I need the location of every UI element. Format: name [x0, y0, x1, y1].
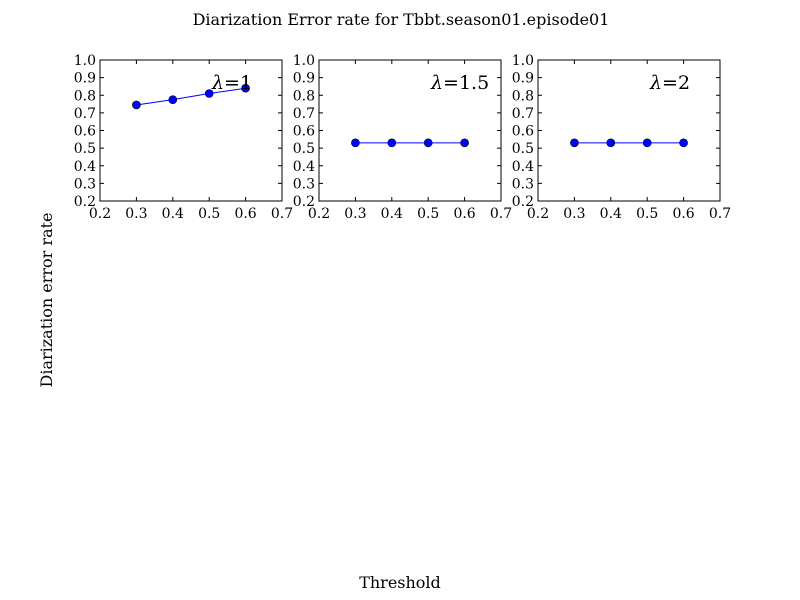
x-tick-label: 0.2: [308, 206, 330, 222]
y-tick-label: 0.8: [293, 88, 315, 104]
subplot-panels: 0.2 0.3 0.4 0.5 0.6 0.70.20.30.40.50.60.70.80…: [74, 53, 731, 222]
y-tick-label: 0.7: [74, 106, 96, 122]
lambda-symbol: λ: [649, 72, 662, 94]
y-tick-label: 0.3: [293, 176, 315, 192]
data-point: [570, 138, 579, 148]
y-tick-label: 0.5: [512, 141, 534, 157]
y-tick-label: 0.2: [74, 194, 96, 210]
x-tick-label: 0.5: [198, 206, 220, 222]
x-tick-label: 0.3: [344, 206, 366, 222]
x-tick-label: 0.4: [600, 206, 622, 222]
data-point: [423, 138, 433, 148]
lambda-annotation: λ=1.5: [430, 72, 489, 94]
data-point: [132, 100, 141, 110]
lambda-value: =2: [662, 72, 690, 94]
lambda-symbol: λ: [211, 72, 224, 94]
x-tick-label: 0.3: [125, 206, 147, 222]
x-tick-label: 0.5: [636, 206, 658, 222]
y-tick-label: 0.7: [512, 106, 534, 122]
x-tick-label: 0.4: [162, 206, 184, 222]
y-tick-label: 0.6: [512, 124, 534, 140]
data-point: [241, 83, 250, 93]
x-tick-label: 0.3: [563, 206, 585, 222]
x-tick-label: 0.7: [709, 206, 731, 222]
figure-title: Diarization Error rate for Tbbt.season01…: [193, 10, 610, 29]
data-point: [642, 138, 652, 148]
y-tick-label: 0.8: [74, 88, 96, 104]
data-point: [387, 138, 397, 148]
y-tick-label: 0.4: [293, 159, 315, 175]
x-tick-label: 0.2: [89, 206, 111, 222]
x-tick-label: 0.5: [417, 206, 439, 222]
subplot-1: 0.2 0.3 0.4 0.5 0.6 0.70.20.30.40.50.60.70.80…: [74, 53, 293, 222]
x-tick-label: 0.2: [527, 206, 549, 222]
x-tick-label: 0.4: [381, 206, 403, 222]
y-tick-label: 0.6: [74, 124, 96, 140]
y-tick-label: 0.9: [74, 71, 96, 87]
series-line: [136, 87, 246, 106]
y-tick-label: 0.2: [512, 194, 534, 210]
y-tick-label: 1.0: [293, 53, 315, 69]
y-tick-label: 0.9: [293, 71, 315, 87]
y-tick-label: 0.6: [293, 124, 315, 140]
lambda-value: =1: [224, 72, 252, 94]
y-tick-label: 0.5: [293, 141, 315, 157]
y-tick-label: 0.7: [293, 106, 315, 122]
y-tick-label: 0.2: [293, 194, 315, 210]
data-point: [351, 138, 360, 148]
x-axis-label: Threshold: [359, 573, 441, 592]
x-tick-label: 0.7: [490, 206, 512, 222]
lambda-annotation: λ=2: [649, 72, 690, 94]
y-tick-label: 0.5: [74, 141, 96, 157]
y-tick-label: 0.8: [512, 88, 534, 104]
data-point: [606, 138, 616, 148]
data-point: [679, 138, 688, 148]
lambda-value: =1.5: [443, 72, 489, 94]
y-tick-label: 0.4: [512, 159, 534, 175]
x-tick-label: 0.6: [234, 206, 256, 222]
y-tick-label: 0.3: [74, 176, 96, 192]
lambda-symbol: λ: [430, 72, 443, 94]
x-tick-label: 0.7: [271, 206, 293, 222]
y-axis-label: Diarization error rate: [37, 212, 56, 387]
x-tick-label: 0.6: [453, 206, 475, 222]
data-point: [168, 95, 178, 104]
y-tick-label: 0.3: [512, 176, 534, 192]
x-tick-label: 0.6: [672, 206, 694, 222]
data-point: [204, 89, 214, 98]
y-tick-label: 1.0: [74, 53, 96, 69]
y-tick-label: 0.4: [74, 159, 96, 175]
y-tick-label: 0.9: [512, 71, 534, 87]
lambda-annotation: λ=1: [211, 72, 252, 94]
data-point: [460, 138, 469, 148]
y-tick-label: 1.0: [512, 53, 534, 69]
subplot-3: 0.2 0.3 0.4 0.5 0.6 0.70.20.30.40.50.60.70.80…: [512, 53, 731, 222]
subplot-2: 0.2 0.3 0.4 0.5 0.6 0.70.20.30.40.50.60.70.80…: [293, 53, 512, 222]
